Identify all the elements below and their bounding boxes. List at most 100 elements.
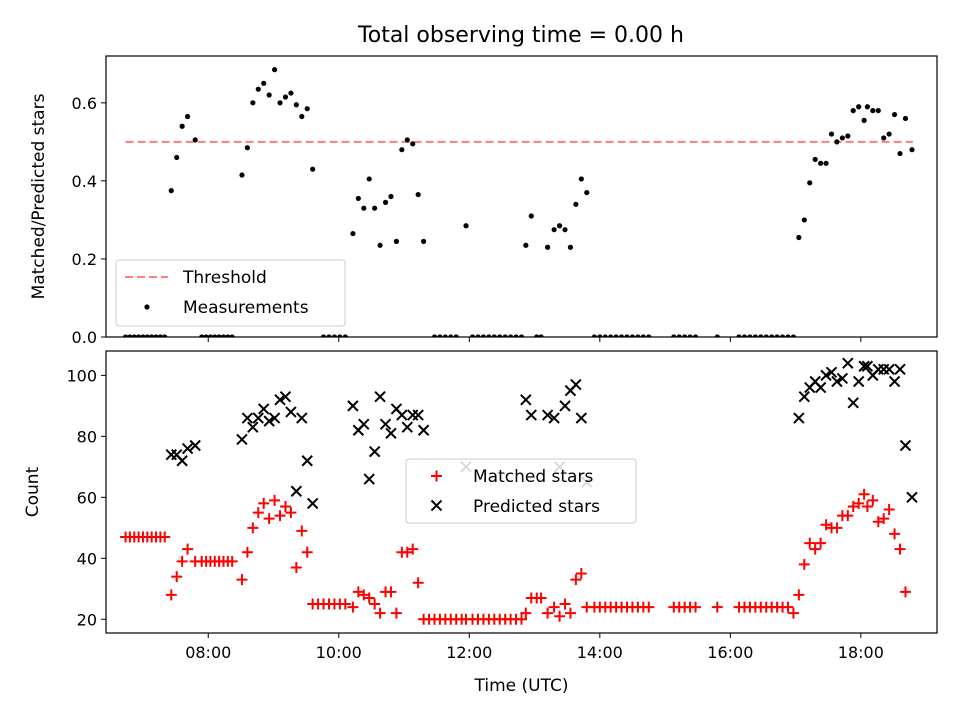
matched-point [842,510,854,522]
measurement-point [480,334,487,337]
measurement-point [277,100,283,106]
matched-point [711,601,723,613]
predicted-point [374,391,386,403]
matched-point [559,598,571,610]
measurement-point [812,156,818,163]
measurement-point [475,334,481,337]
matched-point [782,601,794,613]
measurement-point [388,193,394,200]
measurement-point [382,199,389,205]
predicted-point [285,406,297,418]
predicted-point [368,445,381,458]
measurement-point [266,92,272,98]
y-tick-label: 40 [77,549,97,568]
matched-point [520,607,532,619]
matched-point [861,500,873,512]
measurement-point [502,334,508,337]
matched-point [385,586,397,598]
measurement-point [122,334,129,337]
y-tick-label: 0.4 [72,172,97,191]
predicted-point [263,415,275,427]
measurement-point [192,137,198,143]
legend-threshold-label: Threshold [182,268,267,288]
matched-point [889,528,901,540]
predicted-point [176,455,188,467]
measurement-point [261,80,267,86]
ratio-panel: 0.0 0.2 0.4 0.6 Matched/Predicted stars Thres… [29,55,938,347]
measurement-point [207,334,214,337]
matched-point [241,546,253,558]
measurement-point [828,131,835,137]
measurement-point [818,160,824,166]
matched-point [236,574,248,586]
measurement-point [618,334,625,337]
measurement-point [870,108,876,114]
measurement-point [431,334,438,337]
predicted-point [814,381,827,394]
measurement-point [881,135,887,141]
matched-point [258,497,270,509]
plot-area [120,357,918,625]
predicted-point [899,439,912,452]
matched-point [296,525,308,537]
matched-point [809,543,821,555]
matched-point [535,592,547,604]
legend: Threshold Measurements [115,259,346,327]
measurement-point [796,234,802,241]
matched-point [279,500,291,512]
predicted-point [872,363,884,375]
matched-point [853,497,865,509]
matched-point [542,607,554,619]
matched-point [894,543,906,555]
matched-point [516,613,527,625]
measurement-point [747,334,753,337]
measurement-point [886,131,892,137]
predicted-point [407,409,419,421]
axes-frame [105,350,938,634]
predicted-point [798,391,811,403]
matched-point [339,598,351,610]
measurement-point [523,242,529,248]
y-tick-label: 60 [77,488,97,507]
measurement-point [763,334,769,337]
measurement-point [897,150,903,157]
measurement-point [199,334,205,337]
predicted-point [258,403,270,415]
predicted-point [306,497,319,510]
y-tick-label: 20 [77,610,97,629]
measurement-point [415,191,421,198]
measurement-point [556,223,563,229]
predicted-point [296,412,308,424]
predicted-point [241,412,254,424]
predicted-point [268,412,281,424]
x-tick-label: 18:00 [838,643,884,662]
measurement-point [635,334,641,337]
matched-point [301,546,313,558]
matched-point [274,510,286,522]
predicted-point [412,409,424,421]
count-panel: 20 40 60 80 100 08:00 10:00 12:00 14:00 16:00 18:0… [23,350,938,696]
predicted-point [570,378,582,391]
measurement-point [497,334,503,337]
matched-point [252,507,264,519]
measurement-point [421,238,427,244]
measurement-point [850,108,856,114]
matched-point [285,507,297,519]
measurement-point [584,189,590,196]
predicted-point [842,357,854,369]
measurement-point [293,102,299,108]
predicted-point [575,412,588,424]
measurement-point [239,172,245,178]
matched-point [290,561,302,573]
measurement-point [372,205,378,211]
measurement-point [508,334,514,337]
matched-point [575,568,587,580]
measurement-point [676,334,682,337]
measurement-point [491,334,497,337]
measurement-point [168,188,174,194]
predicted-point [252,412,264,424]
predicted-point [894,363,906,375]
measurement-point [790,334,797,337]
matched-point [878,513,890,525]
predicted-point [396,409,408,421]
